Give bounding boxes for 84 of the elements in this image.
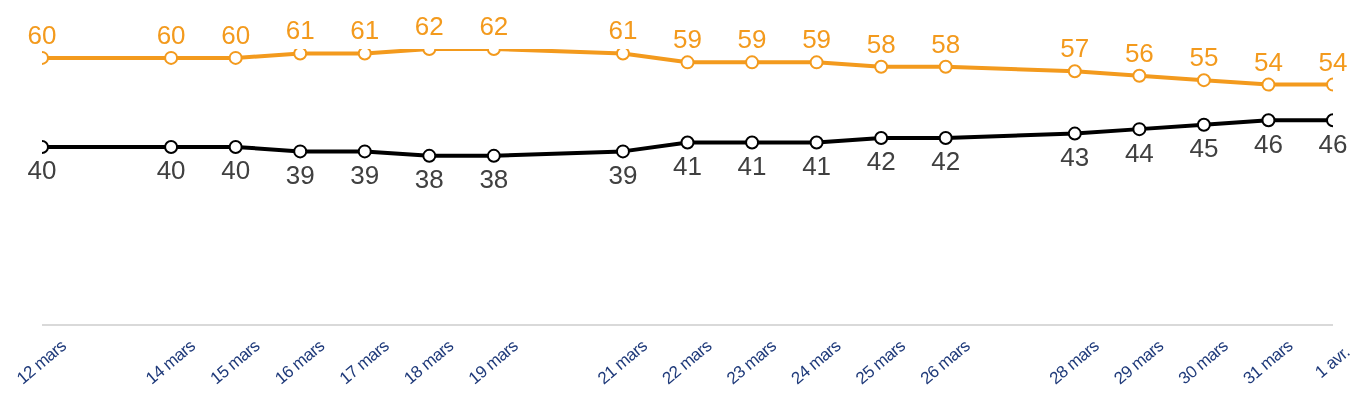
data-label: 41: [802, 150, 832, 181]
data-label: 62: [479, 11, 509, 41]
data-label: 60: [27, 19, 57, 50]
point: [1067, 64, 1082, 79]
x-tick-label: 1 avr.: [1311, 342, 1354, 382]
data-label: 54: [1318, 46, 1348, 77]
x-tick-label: 17 mars: [335, 336, 393, 389]
point: [1261, 77, 1276, 92]
x-tick-label: 22 mars: [658, 336, 716, 389]
data-label: 61: [350, 15, 380, 46]
x-tick-label: 28 mars: [1045, 336, 1103, 389]
data-label: 39: [285, 159, 315, 190]
point: [809, 55, 824, 70]
x-tick-label: 24 mars: [787, 336, 845, 389]
point: [1196, 117, 1211, 132]
x-tick-label: 21 mars: [594, 336, 651, 389]
x-tick-label: 15 mars: [206, 336, 264, 389]
point: [680, 135, 695, 150]
data-label: 40: [156, 155, 186, 186]
data-label: 41: [673, 150, 702, 181]
data-label: 59: [737, 24, 767, 55]
data-label: 38: [479, 164, 509, 195]
point: [745, 55, 760, 70]
point: [615, 144, 630, 159]
data-label: 60: [156, 19, 186, 50]
point: [486, 148, 501, 163]
data-label: 42: [931, 146, 961, 177]
x-tick-label: 26 mars: [916, 336, 974, 389]
data-label: 58: [866, 28, 896, 59]
data-label: 45: [1189, 133, 1219, 164]
x-tick-label: 30 mars: [1174, 336, 1232, 389]
point: [228, 139, 243, 154]
data-label: 61: [608, 15, 638, 46]
point: [938, 59, 953, 74]
data-label: 39: [350, 159, 380, 190]
point: [1067, 126, 1082, 141]
point: [1196, 73, 1211, 88]
point: [228, 50, 243, 65]
data-label: 44: [1124, 137, 1154, 168]
data-label: 39: [608, 159, 638, 190]
data-label: 43: [1060, 142, 1090, 173]
data-label: 59: [802, 24, 832, 55]
x-tick-label: 16 mars: [271, 336, 328, 389]
point: [164, 139, 179, 154]
x-tick-label: 18 mars: [400, 336, 457, 389]
data-label: 59: [673, 24, 702, 55]
point: [357, 49, 372, 61]
data-label: 41: [737, 150, 767, 181]
x-tick-label: 23 mars: [723, 336, 780, 389]
point: [938, 131, 953, 146]
point: [1261, 113, 1276, 128]
data-label: 58: [931, 28, 961, 59]
data-label: 38: [414, 164, 444, 195]
data-label: 55: [1189, 42, 1219, 73]
point: [164, 50, 179, 65]
point: [293, 49, 308, 61]
data-label: 42: [866, 146, 896, 177]
data-label: 56: [1124, 37, 1154, 68]
data-label: 61: [285, 15, 315, 46]
point: [615, 49, 630, 61]
data-label: 40: [221, 155, 251, 186]
data-label: 57: [1060, 33, 1090, 64]
point: [293, 144, 308, 159]
point: [422, 148, 437, 163]
data-label: 54: [1253, 46, 1283, 77]
point: [1132, 68, 1147, 83]
point: [357, 144, 372, 159]
x-tick-label: 25 mars: [852, 336, 909, 389]
x-tick-label: 31 mars: [1239, 336, 1297, 389]
point: [874, 59, 889, 74]
point: [874, 131, 889, 146]
point: [809, 135, 824, 150]
data-label: 46: [1253, 128, 1283, 159]
point: [680, 55, 695, 70]
data-label: 40: [27, 155, 57, 186]
data-label: 60: [221, 19, 251, 50]
x-tick-label: 14 mars: [142, 336, 199, 389]
x-tick-label: 19 mars: [464, 336, 522, 389]
point: [1132, 122, 1147, 137]
data-label: 62: [414, 11, 444, 41]
x-tick-label: 29 mars: [1110, 336, 1167, 389]
data-label: 46: [1318, 128, 1348, 159]
x-tick-label: 12 mars: [13, 336, 70, 389]
point: [745, 135, 760, 150]
